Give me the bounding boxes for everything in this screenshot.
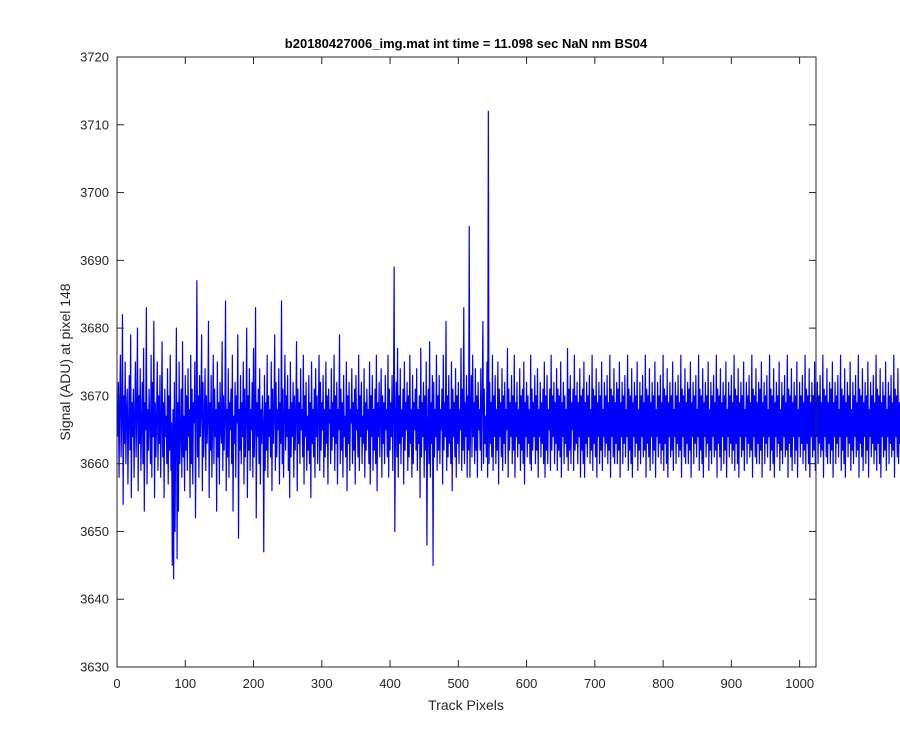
axes-background: [117, 57, 816, 667]
x-axis-label: Track Pixels: [428, 697, 504, 713]
y-tick-label: 3630: [80, 660, 109, 675]
y-axis-ticks: 3630 3640 3650 3660 3670 3680 3690 3700 3710 3720: [80, 50, 816, 675]
x-tick-label: 500: [447, 676, 469, 691]
y-tick-label: 3690: [80, 253, 109, 268]
axes-box: [116, 56, 817, 668]
chart-title: b20180427006_img.mat int time = 11.098 s…: [285, 36, 648, 51]
x-tick-label: 600: [516, 676, 538, 691]
x-tick-label: 100: [174, 676, 196, 691]
series-line: [117, 110, 900, 580]
y-tick-label: 3650: [80, 524, 109, 539]
plot-area: [116, 56, 900, 668]
x-tick-label: 700: [584, 676, 606, 691]
y-tick-label: 3680: [80, 321, 109, 336]
y-tick-label: 3720: [80, 50, 109, 65]
x-tick-label: 400: [379, 676, 401, 691]
y-tick-label: 3670: [80, 388, 109, 403]
x-tick-label: 900: [721, 676, 743, 691]
y-tick-label: 3660: [80, 456, 109, 471]
y-tick-label: 3640: [80, 592, 109, 607]
x-tick-label: 0: [113, 676, 120, 691]
y-tick-label: 3710: [80, 117, 109, 132]
x-tick-label: 200: [243, 676, 265, 691]
x-tick-label: 1000: [785, 676, 814, 691]
x-axis-ticks: 0 100 200 300 400 500 600 700 800 900 1000: [113, 57, 814, 691]
y-axis-label: Signal (ADU) at pixel 148: [57, 283, 73, 440]
x-tick-label: 300: [311, 676, 333, 691]
x-tick-label: 800: [652, 676, 674, 691]
series-layer: [117, 110, 900, 580]
y-tick-label: 3700: [80, 185, 109, 200]
